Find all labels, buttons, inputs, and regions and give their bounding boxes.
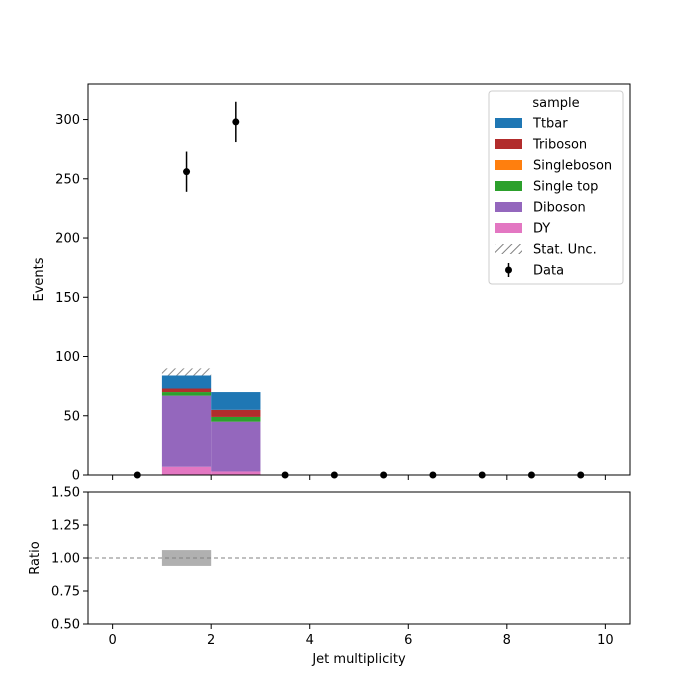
x-tick-label: 4 xyxy=(306,633,314,648)
legend-diboson-label: Diboson xyxy=(533,201,586,216)
x-tick-label: 2 xyxy=(207,633,215,648)
ratio-y-tick-label: 0.50 xyxy=(51,618,80,633)
main-y-tick-label: 150 xyxy=(55,291,80,306)
main-y-tick-label: 200 xyxy=(55,232,80,247)
ratio-y-tick-label: 1.00 xyxy=(51,552,80,567)
stat-unc-band xyxy=(161,368,212,376)
stacked-bars xyxy=(161,375,261,475)
legend-box xyxy=(488,90,624,285)
bar-ttbar xyxy=(211,392,261,410)
legend-diboson-swatch xyxy=(495,202,522,212)
main-y-axis-label: Events xyxy=(32,257,47,301)
main-y-tick-label: 50 xyxy=(63,409,80,424)
main-plot-panel: 0 50 100 150 200 250 300 Events sample Ttbar Tri… xyxy=(32,83,631,484)
ratio-y-tick-label: 1.25 xyxy=(51,519,80,534)
legend-stat-unc-label: Stat. Unc. xyxy=(533,243,597,258)
legend-single-top-label: Single top xyxy=(533,180,598,195)
legend-title: sample xyxy=(532,96,579,111)
x-axis-label: Jet multiplicity xyxy=(311,652,406,667)
legend-ttbar-swatch xyxy=(495,118,522,128)
bar-single-top xyxy=(161,392,212,396)
legend-stat-unc-swatch xyxy=(495,244,522,254)
data-point xyxy=(183,168,191,176)
bar-dy xyxy=(161,466,212,475)
legend-dy-label: DY xyxy=(533,222,550,237)
legend-data-label: Data xyxy=(533,264,564,279)
bar-triboson xyxy=(161,388,212,393)
x-tick-label: 0 xyxy=(108,633,116,648)
ratio-axes: 0.50 0.75 1.00 1.25 1.50 0 2 4 6 8 10 xyxy=(51,486,631,648)
main-y-tick-label: 300 xyxy=(55,113,80,128)
bar-diboson xyxy=(211,421,261,472)
stat-unc-bands xyxy=(161,368,212,376)
x-tick-label: 10 xyxy=(597,633,614,648)
main-axes: 0 50 100 150 200 250 300 xyxy=(55,83,631,484)
ratio-y-tick-label: 1.50 xyxy=(51,486,80,501)
legend-ttbar-label: Ttbar xyxy=(532,117,568,132)
legend: sample Ttbar Triboson Singleboson Single top… xyxy=(488,90,624,285)
main-y-tick-label: 0 xyxy=(72,469,80,484)
legend-triboson-swatch xyxy=(495,139,522,149)
bar-diboson xyxy=(161,395,212,467)
main-y-tick-label: 100 xyxy=(55,350,80,365)
bar-triboson xyxy=(211,409,261,417)
legend-single-top-swatch xyxy=(495,181,522,191)
legend-dy-swatch xyxy=(495,223,522,233)
legend-data-marker xyxy=(505,266,512,274)
x-tick-label: 8 xyxy=(503,633,511,648)
main-y-tick-label: 250 xyxy=(55,172,80,187)
ratio-y-tick-label: 0.75 xyxy=(51,585,80,600)
data-point xyxy=(232,118,240,126)
bar-ttbar xyxy=(161,375,212,389)
legend-singleboson-label: Singleboson xyxy=(533,159,612,174)
ratio-y-axis-label: Ratio xyxy=(28,541,43,574)
bar-dy xyxy=(211,471,261,475)
main-axes-frame xyxy=(87,83,631,476)
x-tick-label: 6 xyxy=(404,633,412,648)
legend-triboson-label: Triboson xyxy=(532,138,587,153)
legend-singleboson-swatch xyxy=(495,160,522,170)
ratio-plot-panel: 0.50 0.75 1.00 1.25 1.50 0 2 4 6 8 10 Ratio Jet mu… xyxy=(28,486,631,667)
bar-single-top xyxy=(211,416,261,422)
